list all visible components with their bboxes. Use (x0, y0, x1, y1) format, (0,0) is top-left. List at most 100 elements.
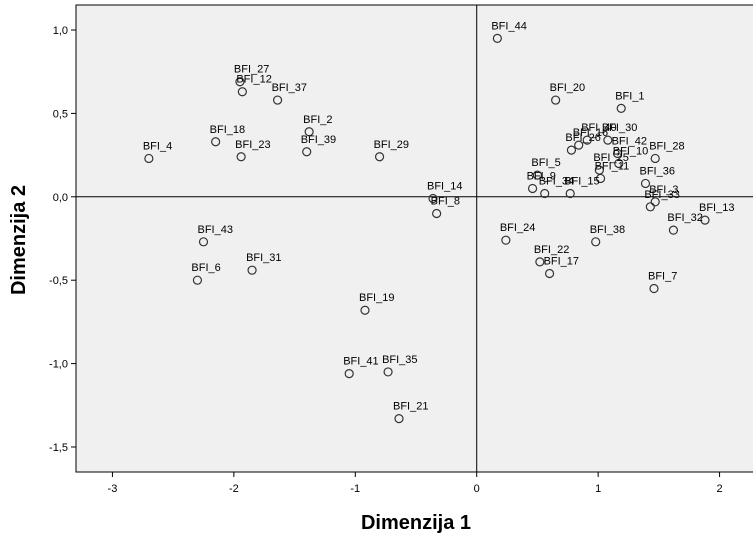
point-label: BFI_1 (615, 90, 644, 102)
point-label: BFI_7 (648, 271, 677, 283)
point-label: BFI_27 (234, 64, 269, 76)
point-label: BFI_36 (640, 165, 675, 177)
point-label: BFI_34 (539, 175, 574, 187)
reference-lines (76, 5, 753, 472)
data-point (198, 237, 209, 247)
data-point (272, 95, 283, 105)
data-point (211, 137, 221, 147)
data-point (603, 135, 613, 145)
point-label: BFI_11 (595, 160, 630, 172)
point-label: BFI_38 (590, 224, 625, 236)
data-point (574, 140, 584, 150)
data-point (616, 103, 626, 114)
data-point (344, 368, 354, 379)
point-label: BFI_18 (210, 124, 245, 136)
y-tick-label: -0,5 (49, 275, 68, 287)
data-point (551, 95, 561, 105)
data-point (237, 87, 247, 97)
y-tick-label: 0,0 (53, 192, 68, 204)
point-label: BFI_44 (491, 20, 526, 32)
data-point (192, 275, 203, 285)
point-label: BFI_10 (613, 145, 648, 157)
point-label: BFI_21 (393, 401, 428, 413)
point-label: BFI_16 (573, 127, 608, 139)
point-label: BFI_2 (303, 114, 332, 126)
data-point (236, 152, 246, 162)
point-label: BFI_41 (343, 356, 378, 368)
point-label: BFI_8 (431, 195, 460, 207)
point-label: BFI_25 (593, 152, 628, 164)
point-label: BFI_24 (500, 222, 535, 234)
x-tick-label: 2 (717, 483, 723, 495)
data-point (304, 127, 314, 137)
data-point (544, 268, 555, 279)
point-label: BFI_33 (644, 189, 679, 201)
data-point (650, 153, 660, 164)
data-point (591, 237, 601, 247)
point-label: BFI_29 (374, 139, 409, 151)
point-label: BFI_23 (235, 139, 270, 151)
point-label: BFI_35 (382, 354, 417, 366)
point-label: BFI_17 (544, 256, 579, 268)
point-label: BFI_32 (667, 212, 702, 224)
x-axis-title: Dimenzija 1 (361, 512, 471, 534)
data-point (595, 173, 606, 184)
point-label: BFI_31 (246, 252, 281, 264)
data-point (501, 235, 511, 245)
point-label: BFI_40 (581, 122, 616, 134)
data-point (302, 147, 312, 157)
data-point (565, 188, 575, 199)
point-label: BFI_22 (534, 244, 569, 256)
data-point (394, 414, 404, 424)
point-label: BFI_42 (612, 135, 647, 147)
data-point (566, 145, 577, 155)
plot-area (75, 4, 753, 473)
point-label: BFI_39 (301, 134, 336, 146)
data-point (700, 215, 710, 225)
point-label: BFI_15 (564, 175, 599, 187)
x-tick-label: -1 (350, 483, 360, 495)
point-label: BFI_9 (527, 170, 556, 182)
data-point (532, 170, 543, 180)
x-tick-label: 1 (595, 483, 601, 495)
data-point (144, 153, 154, 164)
data-point (540, 188, 550, 199)
y-tick-label: -1,0 (49, 359, 68, 371)
point-label: BFI_37 (272, 82, 307, 94)
data-point (649, 283, 659, 294)
data-point (640, 178, 651, 189)
point-label: BFI_28 (649, 140, 684, 152)
data-point (428, 193, 438, 204)
point-label: BFI_6 (191, 262, 220, 274)
axis-ticks: -3 -2 -1 0 1 2 1,0 0,5 0,0 -0,5 -1,0 -1,5 (49, 25, 723, 495)
point-label: BFI_5 (531, 157, 560, 169)
data-point (492, 33, 502, 43)
data-point (645, 202, 655, 212)
y-tick-label: 1,0 (53, 25, 68, 37)
point-label: BFI_13 (699, 202, 734, 214)
x-tick-label: -3 (108, 483, 118, 495)
point-label: BFI_43 (198, 224, 233, 236)
point-label: BFI_12 (236, 74, 271, 86)
data-point (668, 225, 679, 235)
y-tick-label: 0,5 (53, 108, 68, 120)
data-point (383, 367, 393, 377)
data-point (612, 148, 623, 159)
point-label: BFI_4 (143, 140, 172, 152)
point-label: BFI_14 (427, 180, 462, 192)
data-point (582, 135, 592, 145)
y-axis-title: Dimenzija 2 (8, 185, 30, 295)
data-point (527, 183, 538, 194)
x-tick-label: 0 (474, 483, 480, 495)
y-tick-label: -1,5 (49, 442, 68, 454)
data-point (374, 152, 385, 162)
data-point (247, 265, 257, 275)
data-point (535, 257, 545, 267)
data-point (650, 197, 660, 207)
data-point (360, 305, 370, 315)
data-point (235, 77, 245, 87)
data-point (614, 158, 624, 169)
point-label: BFI_3 (649, 184, 678, 196)
